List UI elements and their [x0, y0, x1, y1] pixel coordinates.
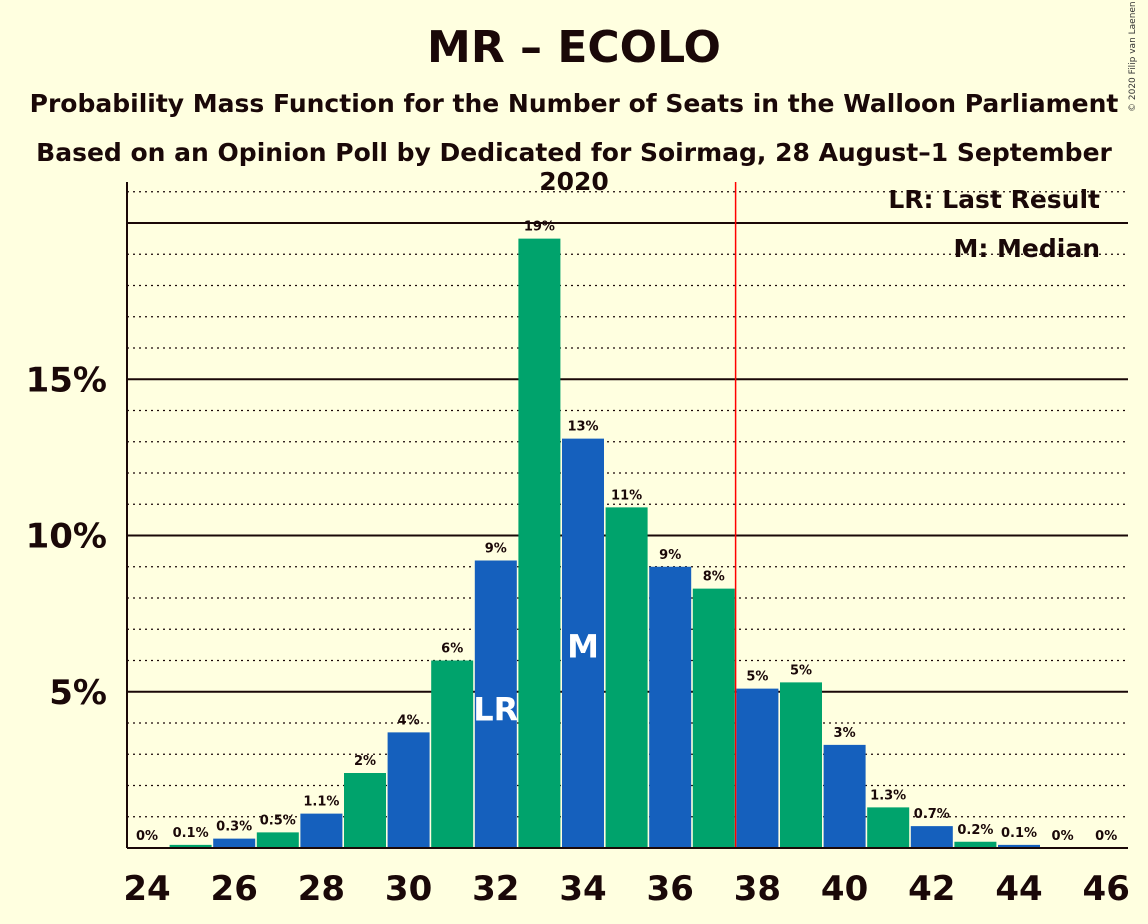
- bar: [387, 732, 430, 848]
- x-tick-label: 42: [908, 869, 955, 909]
- bar-value-label: 0%: [136, 829, 158, 844]
- x-tick-label: 32: [472, 869, 519, 909]
- bar: [518, 238, 561, 848]
- bar: [692, 588, 735, 848]
- legend-median: M: Median: [953, 234, 1100, 263]
- bar-value-label: 9%: [485, 542, 507, 557]
- bar: [823, 744, 866, 848]
- bar: [300, 813, 343, 848]
- bar-value-label: 9%: [659, 548, 681, 563]
- bar-value-label: 0.2%: [957, 823, 993, 838]
- x-tick-label: 28: [298, 869, 345, 909]
- bar: [998, 844, 1040, 848]
- x-tick-label: 30: [385, 869, 432, 909]
- bar-value-label: 0.1%: [173, 826, 209, 841]
- bar: [867, 807, 910, 848]
- x-tick-label: 38: [734, 869, 781, 909]
- bar-value-label: 0.5%: [260, 813, 296, 828]
- bar-value-label: 3%: [834, 726, 856, 741]
- last-result-mark: LR: [473, 691, 518, 729]
- bar: [649, 566, 692, 848]
- x-tick-label: 24: [123, 869, 170, 909]
- bar-value-label: 0%: [1052, 829, 1074, 844]
- x-tick-label: 44: [995, 869, 1042, 909]
- bar-value-label: 0.7%: [914, 807, 950, 822]
- chart-subtitle: Probability Mass Function for the Number…: [29, 89, 1119, 118]
- x-tick-label: 26: [211, 869, 258, 909]
- bar: [431, 660, 474, 848]
- bar-value-label: 1.3%: [870, 788, 906, 803]
- x-tick-label: 36: [647, 869, 694, 909]
- bar: [562, 438, 604, 848]
- bar-value-label: 1.1%: [303, 795, 339, 810]
- y-tick-label: 10%: [26, 517, 107, 557]
- bar-value-label: 11%: [611, 488, 642, 503]
- bar-value-label: 13%: [567, 420, 598, 435]
- y-tick-label: 5%: [49, 673, 107, 713]
- bar-value-label: 0.3%: [216, 820, 252, 835]
- bar-value-label: 5%: [746, 670, 768, 685]
- bar: [954, 841, 997, 848]
- bar: [213, 838, 256, 848]
- x-tick-label: 46: [1083, 869, 1130, 909]
- bar-value-label: 19%: [524, 220, 555, 235]
- bar: [344, 773, 386, 848]
- bar: [605, 507, 648, 848]
- x-tick-label: 40: [821, 869, 868, 909]
- bar: [474, 560, 517, 848]
- bar: [256, 832, 299, 848]
- bar-value-label: 8%: [703, 570, 725, 585]
- bar: [169, 844, 212, 848]
- legend-last-result: LR: Last Result: [888, 185, 1100, 214]
- bar: [780, 682, 822, 848]
- bar-value-label: 0%: [1095, 829, 1117, 844]
- x-tick-label: 34: [559, 869, 606, 909]
- chart-title: MR – ECOLO: [427, 22, 721, 73]
- chart-subtitle-source: Based on an Opinion Poll by Dedicated fo…: [36, 138, 1112, 196]
- bar-value-label: 6%: [441, 642, 463, 657]
- y-tick-label: 15%: [26, 360, 107, 400]
- bar-value-label: 0.1%: [1001, 826, 1037, 841]
- bar-value-label: 4%: [398, 713, 420, 728]
- bar-value-label: 2%: [354, 754, 376, 769]
- bar: [736, 688, 779, 848]
- bar-value-label: 5%: [790, 663, 812, 678]
- median-mark: M: [567, 628, 599, 666]
- bar: [910, 826, 953, 848]
